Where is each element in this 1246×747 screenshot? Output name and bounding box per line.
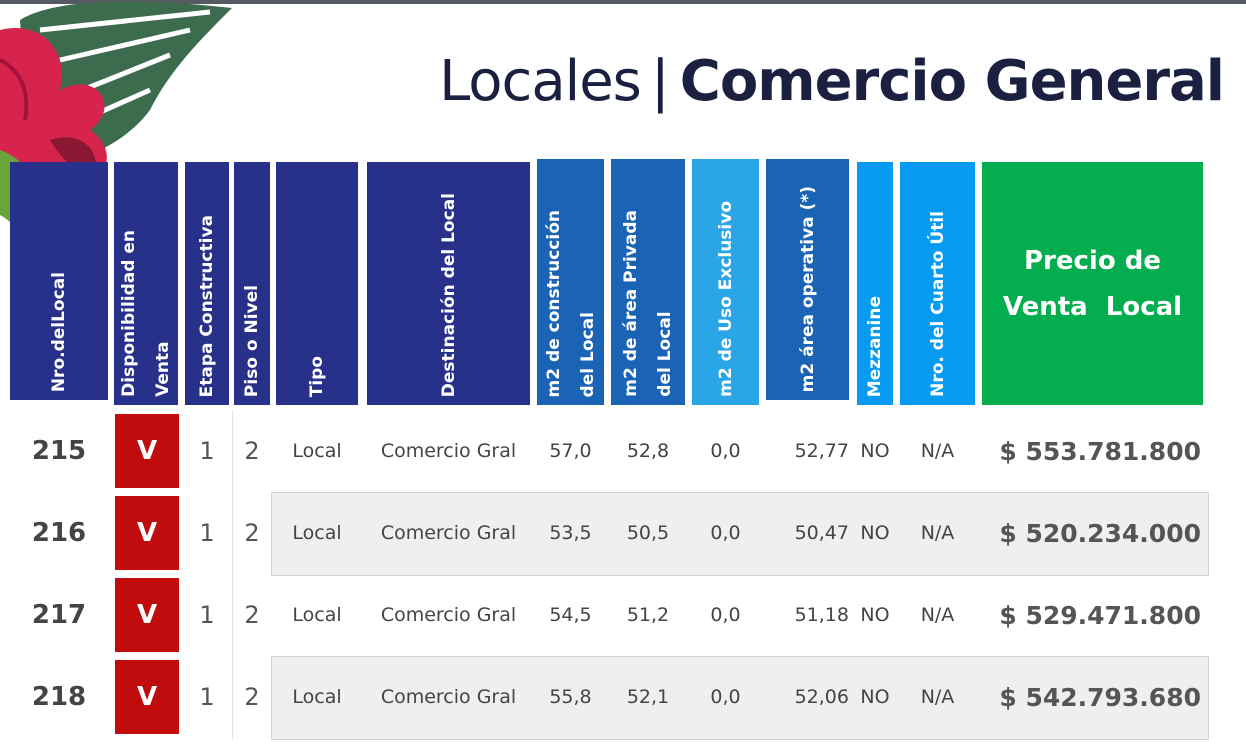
cell-etapa: 1: [199, 437, 215, 465]
header-label: m2 de construcción del Local: [543, 209, 598, 397]
title-separator: |: [650, 49, 670, 114]
cell-m2-operativa: 51,18: [794, 604, 849, 626]
availability-badge: V: [115, 496, 179, 570]
cell-m2-construccion: 55,8: [549, 686, 592, 708]
cell-destino: Comercio Gral: [380, 604, 517, 626]
header-disponibilidad: Disponibilidad en Venta: [114, 162, 178, 405]
cell-etapa: 1: [199, 519, 215, 547]
table-row: 215 V 1 2 Local Comercio Gral 57,0 52,8 …: [0, 410, 1246, 494]
cell-m2-construccion: 57,0: [549, 440, 592, 462]
title-light: Locales: [439, 49, 642, 114]
header-label: Tipo: [307, 355, 327, 397]
cell-piso: 2: [244, 519, 260, 547]
cell-cuarto-util: N/A: [920, 522, 955, 544]
cell-destino: Comercio Gral: [380, 522, 517, 544]
cell-piso: 2: [244, 601, 260, 629]
header-label: m2 de Uso Exclusivo: [715, 201, 736, 397]
cell-tipo: Local: [292, 604, 342, 626]
cell-nro: 218: [31, 682, 87, 712]
header-cuarto-util: Nro. del Cuarto Útil: [900, 162, 975, 405]
cell-precio: $ 520.234.000: [999, 518, 1201, 548]
header-nro-local: Nro.delLocal: [10, 162, 108, 400]
cell-m2-construccion: 54,5: [549, 604, 592, 626]
cell-m2-privada: 52,1: [626, 686, 670, 708]
header-precio: Precio de Venta Local: [982, 162, 1203, 405]
cell-mezzanine: NO: [860, 522, 890, 544]
header-label: Piso o Nivel: [242, 284, 262, 397]
cell-precio: $ 529.471.800: [999, 600, 1201, 630]
header-label: m2 área operativa (*): [797, 185, 818, 392]
cell-nro: 215: [31, 436, 87, 466]
cell-etapa: 1: [199, 601, 215, 629]
header-label: Disponibilidad en Venta: [119, 230, 173, 397]
cell-nro: 216: [31, 518, 87, 548]
header-tipo: Tipo: [276, 162, 358, 405]
cell-destino: Comercio Gral: [380, 686, 517, 708]
cell-mezzanine: NO: [860, 686, 890, 708]
cell-m2-exclusivo: 0,0: [710, 604, 741, 626]
cell-piso: 2: [244, 437, 260, 465]
table-row: 217 V 1 2 Local Comercio Gral 54,5 51,2 …: [0, 574, 1246, 658]
cell-m2-exclusivo: 0,0: [710, 522, 741, 544]
etapa-cell-border: [185, 410, 233, 494]
header-label: Destinación del Local: [438, 192, 459, 397]
cell-precio: $ 542.793.680: [999, 682, 1201, 712]
header-label: Nro.delLocal: [49, 271, 69, 392]
availability-badge: V: [115, 578, 179, 652]
header-m2-operativa: m2 área operativa (*): [766, 159, 849, 400]
header-etapa: Etapa Constructiva: [185, 162, 229, 405]
row-shading: [271, 492, 1209, 576]
cell-m2-exclusivo: 0,0: [710, 440, 741, 462]
cell-destino: Comercio Gral: [380, 440, 517, 462]
cell-m2-privada: 51,2: [626, 604, 670, 626]
cell-m2-privada: 50,5: [626, 522, 670, 544]
cell-tipo: Local: [292, 686, 342, 708]
table-row: 216 V 1 2 Local Comercio Gral 53,5 50,5 …: [0, 492, 1246, 576]
header-piso: Piso o Nivel: [234, 162, 270, 405]
etapa-cell-border: [185, 492, 233, 576]
header-m2-privada: m2 de área Privada del Local: [611, 159, 685, 405]
title-bold: Comercio General: [679, 49, 1225, 114]
cell-tipo: Local: [292, 440, 342, 462]
cell-cuarto-util: N/A: [920, 686, 955, 708]
cell-m2-privada: 52,8: [626, 440, 670, 462]
cell-mezzanine: NO: [860, 440, 890, 462]
header-mezzanine: Mezzanine: [857, 162, 893, 405]
header-m2-construccion: m2 de construcción del Local: [537, 159, 604, 405]
cell-m2-construccion: 53,5: [549, 522, 592, 544]
cell-cuarto-util: N/A: [920, 604, 955, 626]
cell-mezzanine: NO: [860, 604, 890, 626]
header-label: m2 de área Privada del Local: [621, 210, 675, 397]
header-label: Etapa Constructiva: [197, 214, 217, 397]
cell-m2-exclusivo: 0,0: [710, 686, 741, 708]
cell-m2-operativa: 52,77: [794, 440, 849, 462]
table-row: 218 V 1 2 Local Comercio Gral 55,8 52,1 …: [0, 656, 1246, 740]
top-border-line: [0, 0, 1246, 4]
header-destinacion: Destinación del Local: [367, 162, 530, 405]
cell-etapa: 1: [199, 683, 215, 711]
availability-badge: V: [115, 414, 179, 488]
cell-piso: 2: [244, 683, 260, 711]
cell-m2-operativa: 50,47: [794, 522, 849, 544]
etapa-cell-border: [185, 574, 233, 658]
cell-cuarto-util: N/A: [920, 440, 955, 462]
header-m2-exclusivo: m2 de Uso Exclusivo: [692, 159, 759, 405]
etapa-cell-border: [185, 656, 233, 740]
availability-badge: V: [115, 660, 179, 734]
page-title: Locales | Comercio General: [439, 54, 1225, 110]
cell-tipo: Local: [292, 522, 342, 544]
row-shading: [271, 656, 1209, 740]
header-label: Mezzanine: [865, 295, 885, 397]
header-label: Precio de Venta Local: [1002, 245, 1183, 322]
cell-precio: $ 553.781.800: [999, 436, 1201, 466]
cell-m2-operativa: 52,06: [794, 686, 849, 708]
header-label: Nro. del Cuarto Útil: [927, 211, 948, 397]
cell-nro: 217: [31, 600, 87, 630]
